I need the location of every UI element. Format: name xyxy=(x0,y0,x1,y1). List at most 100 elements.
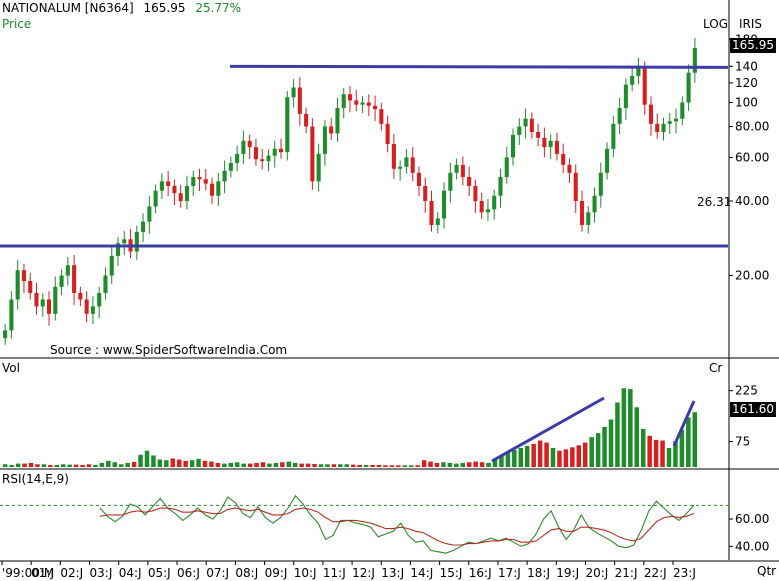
volume-bar xyxy=(2,464,8,467)
volume-bar xyxy=(99,462,105,467)
x-tick-label: 11:J xyxy=(323,566,346,580)
candle-body xyxy=(605,148,610,173)
candle-body xyxy=(680,102,685,119)
x-tick-label: 08:J xyxy=(235,566,258,580)
candle-body xyxy=(46,299,52,314)
volume-bar xyxy=(9,464,14,467)
volume-bar xyxy=(524,445,530,467)
candle-body xyxy=(404,157,409,167)
volume-bar xyxy=(441,462,446,467)
candle-body xyxy=(661,123,666,133)
volume-bar xyxy=(434,462,440,467)
price-tick-label: 140 xyxy=(735,59,758,73)
volume-bar xyxy=(628,388,633,467)
volume-bar xyxy=(228,462,234,467)
volume-bar xyxy=(647,435,652,467)
volume-bar xyxy=(363,464,369,467)
volume-bar xyxy=(479,462,485,467)
volume-bar xyxy=(176,459,182,467)
volume-bar xyxy=(421,460,427,467)
candle-body xyxy=(467,177,472,186)
volume-bar xyxy=(273,462,279,467)
candle-body xyxy=(3,330,8,339)
candle-body xyxy=(611,123,616,149)
volume-bar xyxy=(73,464,79,467)
volume-bar xyxy=(86,464,92,467)
candle-body xyxy=(561,153,566,165)
price-tick-label: 120 xyxy=(735,76,758,90)
candle-body xyxy=(9,299,14,331)
candle-body xyxy=(617,108,622,124)
candle-body xyxy=(278,148,284,153)
volume-bar xyxy=(357,464,362,467)
last-price-tag: 165.95 xyxy=(730,38,776,53)
volume-bar xyxy=(376,464,382,467)
volume-bar xyxy=(60,464,66,467)
candle-body xyxy=(391,143,396,169)
x-tick-label: 12:J xyxy=(352,566,375,580)
volume-bar xyxy=(312,463,317,467)
volume-bar xyxy=(692,412,698,467)
volume-bar xyxy=(537,440,543,467)
volume-bar xyxy=(408,465,414,467)
x-tick-label: 06:J xyxy=(177,566,200,580)
volume-bar xyxy=(686,417,691,467)
volume-bar xyxy=(131,461,137,467)
candle-body xyxy=(316,153,321,182)
candle-body xyxy=(379,109,384,124)
candle-body xyxy=(492,195,497,210)
volume-label: Vol xyxy=(2,361,20,375)
candle-body xyxy=(285,97,290,153)
candle-body xyxy=(260,159,265,162)
candle-body xyxy=(141,221,146,232)
price-subtitle: Price xyxy=(2,17,32,31)
x-tick-label: 16:J xyxy=(469,566,492,580)
candle-body xyxy=(103,275,108,293)
candle-body xyxy=(636,67,641,76)
volume-bar xyxy=(634,407,640,467)
candle-body xyxy=(153,190,158,207)
candle-body xyxy=(416,172,422,186)
volume-trend-line-recent xyxy=(672,400,696,447)
candle-body xyxy=(59,275,64,287)
resistance-line xyxy=(229,64,729,69)
volume-last-tag: 161.60 xyxy=(730,402,776,417)
candle-body xyxy=(485,209,490,213)
x-tick-label: 22:J xyxy=(644,566,667,580)
volume-bar xyxy=(402,465,408,467)
rsi-line xyxy=(99,494,695,554)
x-tick-label: 07:J xyxy=(206,566,229,580)
log-toggle[interactable]: LOG xyxy=(703,17,729,31)
candle-body xyxy=(241,140,246,154)
volume-bar xyxy=(325,464,330,467)
volume-bar xyxy=(582,442,588,467)
candle-body xyxy=(542,137,547,148)
candle-body xyxy=(115,243,121,256)
candle-body xyxy=(630,75,635,85)
x-tick-label: 05:J xyxy=(148,566,171,580)
candle-body xyxy=(178,193,183,201)
volume-bar xyxy=(151,455,156,467)
volume-bar xyxy=(428,461,433,467)
candle-body xyxy=(28,281,33,293)
volume-bar xyxy=(473,461,478,467)
volume-bar xyxy=(338,464,343,467)
candle-body xyxy=(648,104,654,124)
candle-body xyxy=(536,132,541,138)
candle-body xyxy=(592,195,597,213)
volume-bar xyxy=(54,464,60,467)
volume-bar xyxy=(138,454,143,467)
candle-body xyxy=(78,292,83,300)
volume-bar xyxy=(202,460,208,467)
candle-body xyxy=(90,306,95,314)
candle-body xyxy=(410,157,415,173)
volume-bar xyxy=(106,460,111,467)
candle-body xyxy=(109,255,114,276)
candle-body xyxy=(579,200,585,225)
price-tick-label: 100 xyxy=(735,96,758,110)
candle-body xyxy=(322,126,327,154)
volume-bar xyxy=(183,460,188,467)
candle-body xyxy=(134,231,139,252)
candle-body xyxy=(341,94,346,109)
volume-bar xyxy=(67,464,72,467)
